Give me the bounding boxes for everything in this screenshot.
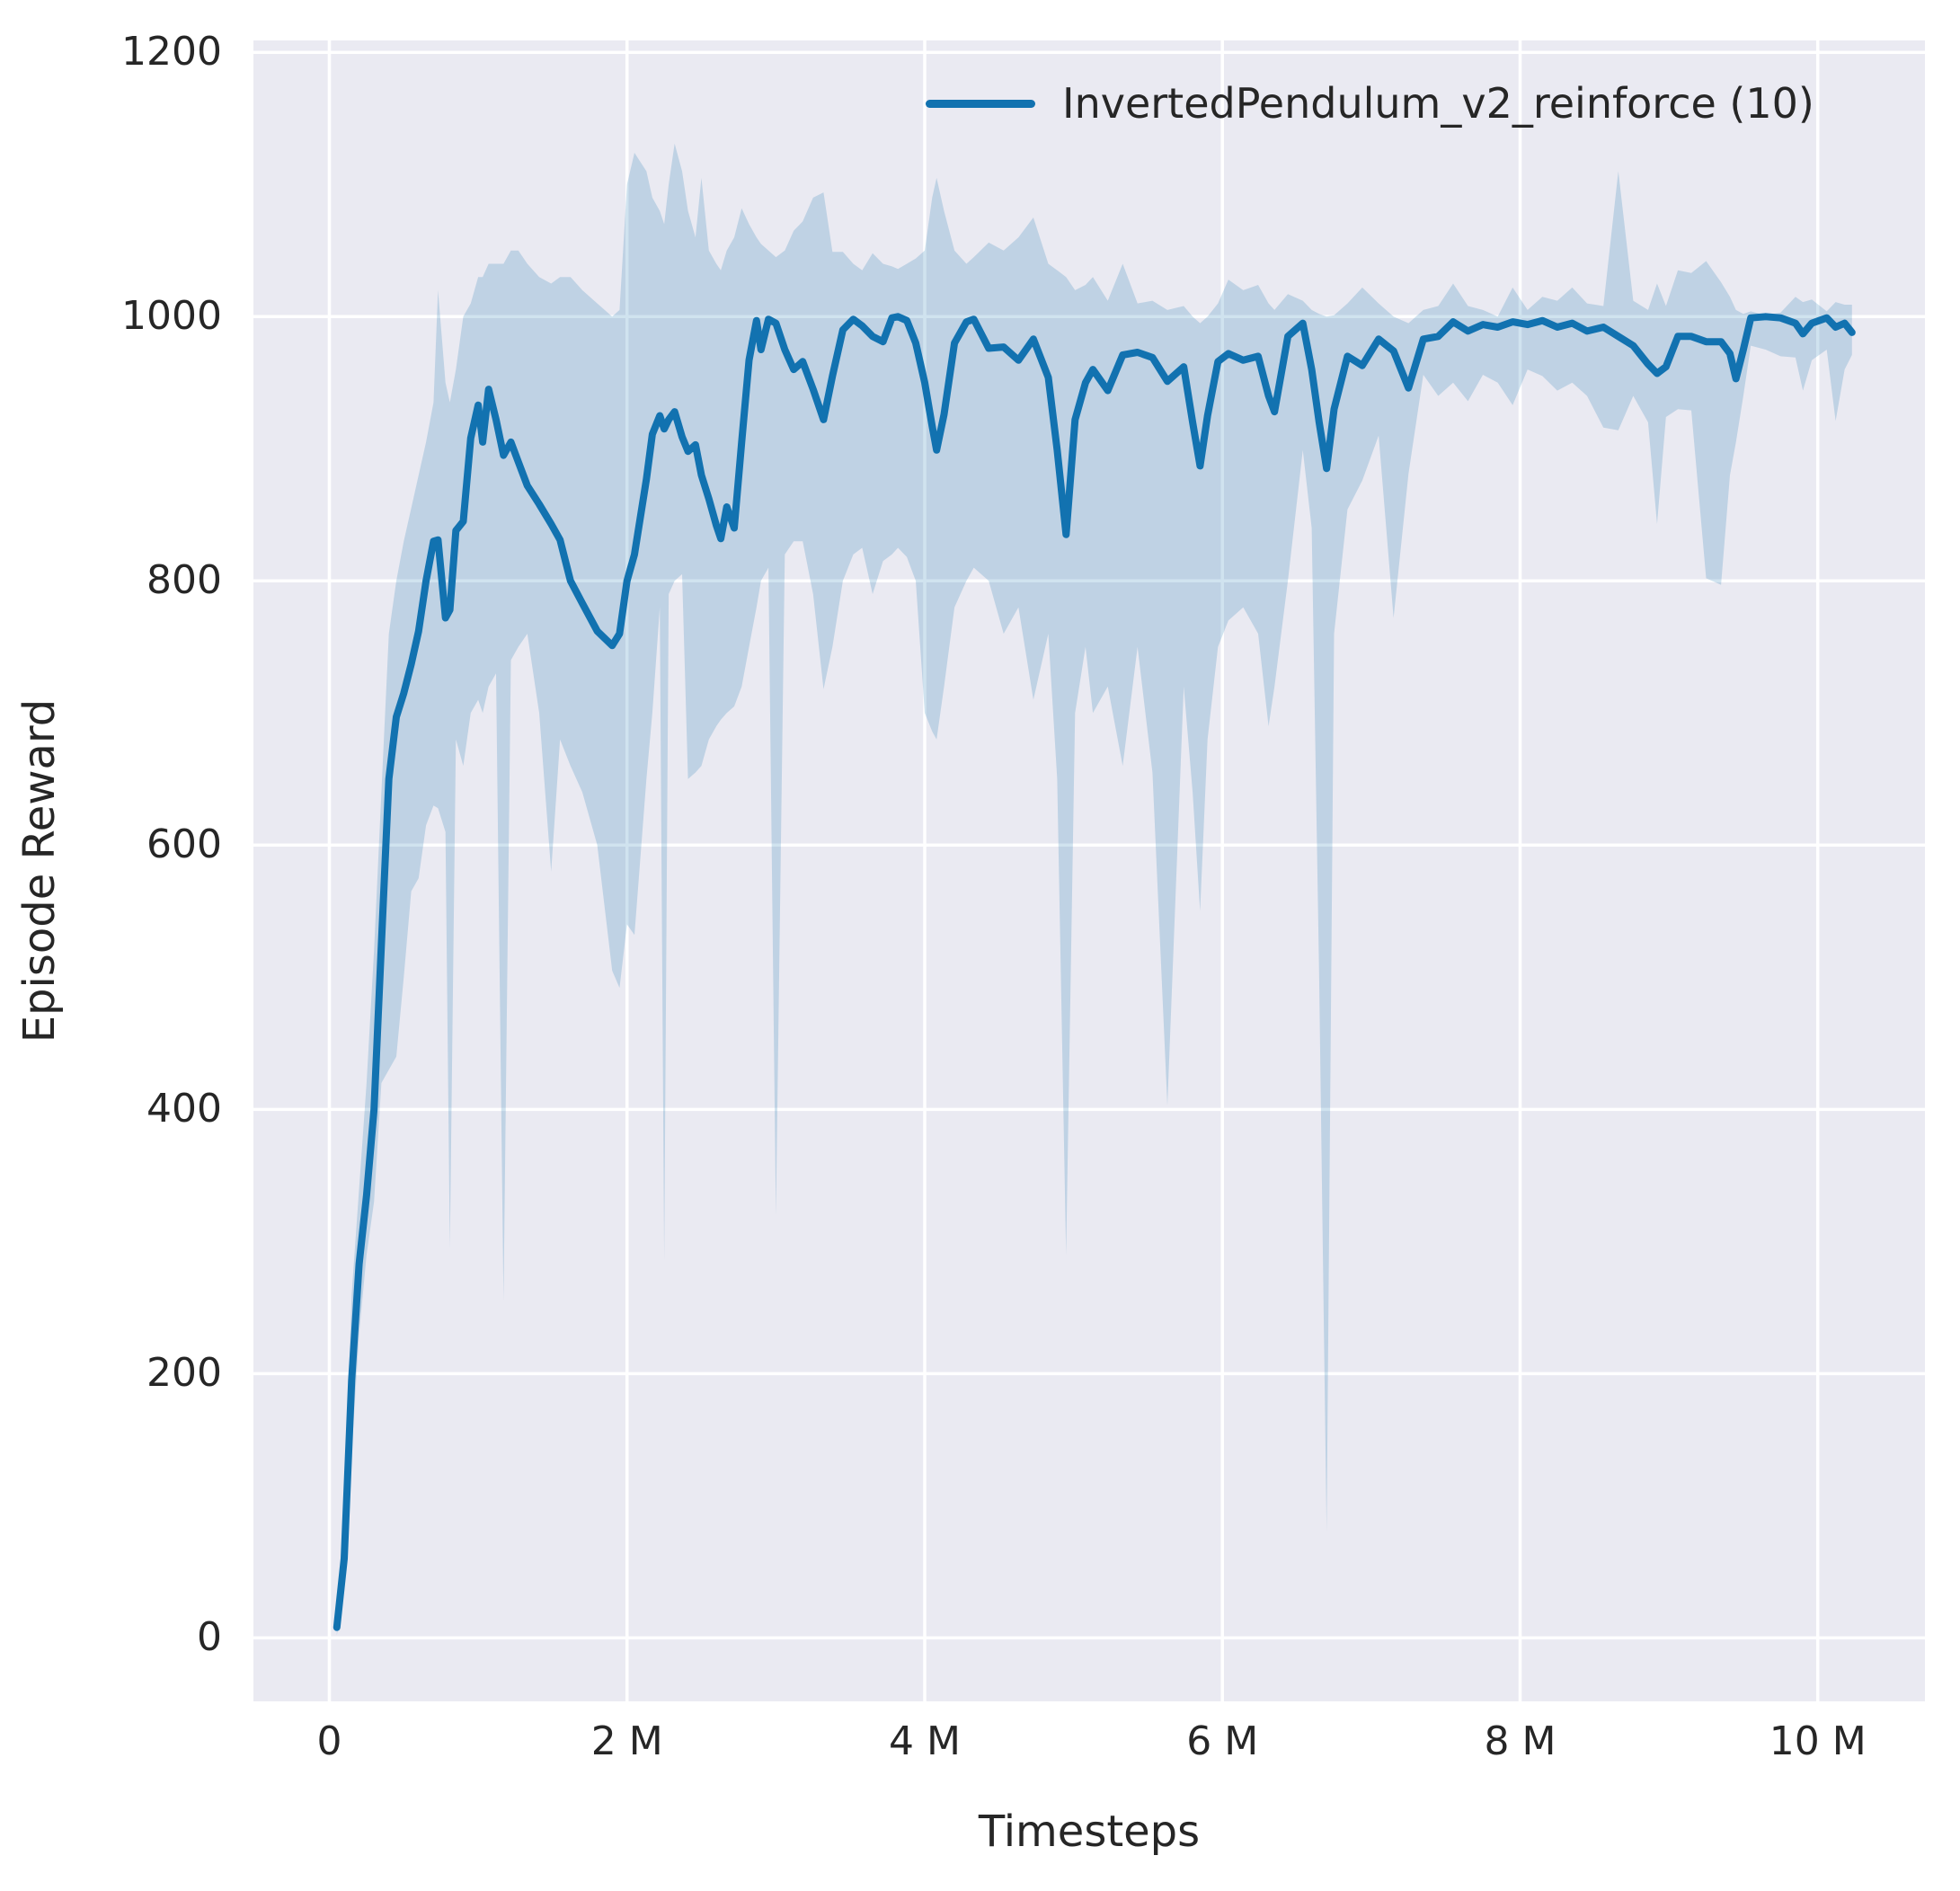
y-tick-label: 1000	[121, 293, 222, 340]
y-tick-label: 1200	[121, 29, 222, 75]
x-tick-label: 0	[316, 1718, 342, 1764]
legend-label: InvertedPendulum_v2_reinforce (10)	[1062, 79, 1814, 128]
y-tick-label: 800	[146, 557, 222, 604]
y-tick-label: 600	[146, 821, 222, 868]
x-axis-label: Timesteps	[978, 1807, 1201, 1857]
x-tick-label: 2 M	[590, 1718, 663, 1764]
y-tick-label: 0	[197, 1614, 222, 1661]
legend-line-swatch	[926, 99, 1035, 108]
y-tick-label: 400	[146, 1086, 222, 1132]
gridlines	[253, 40, 1925, 1701]
plot-canvas	[253, 40, 1925, 1701]
plot-area	[253, 40, 1925, 1701]
x-tick-label: 6 M	[1186, 1718, 1259, 1764]
x-tick-label: 8 M	[1484, 1718, 1556, 1764]
y-tick-label: 200	[146, 1350, 222, 1397]
legend: InvertedPendulum_v2_reinforce (10)	[926, 81, 1814, 126]
x-tick-label: 4 M	[888, 1718, 961, 1764]
mean-reward-line	[333, 313, 1856, 1631]
x-tick-label: 10 M	[1769, 1718, 1867, 1764]
y-axis-label: Episode Reward	[14, 698, 65, 1043]
